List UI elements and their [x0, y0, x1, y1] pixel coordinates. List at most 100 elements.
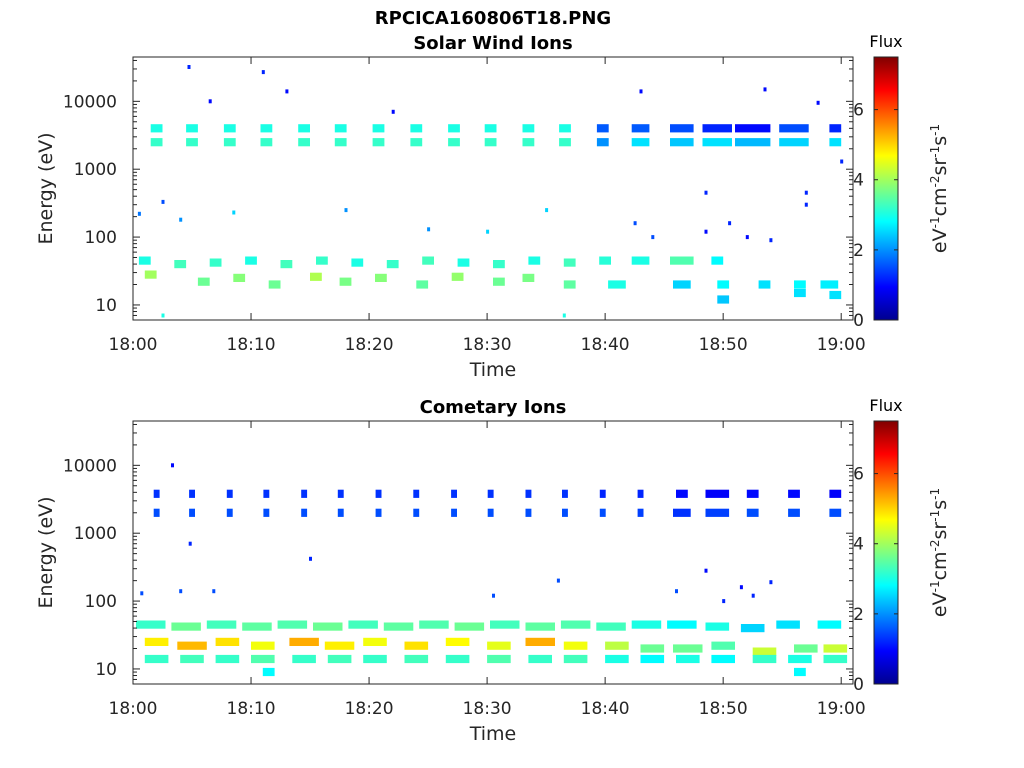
plot-area	[133, 421, 853, 684]
y-axis-label: Energy (eV)	[35, 496, 57, 608]
flux-cell	[334, 124, 347, 133]
flux-cell	[702, 138, 732, 147]
flux-cell	[451, 508, 457, 517]
flux-cell	[268, 280, 281, 289]
flux-cell	[327, 654, 352, 664]
flux-cell	[779, 138, 809, 147]
flux-cell	[413, 489, 420, 498]
flux-cell	[416, 280, 429, 289]
flux-cell	[233, 273, 246, 282]
flux-cell	[292, 654, 316, 664]
flux-cell	[386, 260, 399, 269]
x-tick-label: 19:00	[817, 335, 866, 355]
colorbar	[873, 420, 899, 685]
flux-cell	[410, 124, 423, 133]
x-tick-label: 18:00	[109, 335, 158, 355]
flux-cell	[667, 620, 697, 629]
flux-cell	[404, 641, 429, 650]
flux-cell	[448, 124, 460, 133]
figure-title: RPCICA160806T18.PNG	[375, 8, 611, 29]
flux-cell	[493, 260, 505, 269]
flux-point	[722, 599, 726, 604]
flux-point	[492, 593, 495, 598]
flux-cell	[522, 138, 535, 147]
flux-cell	[599, 256, 611, 265]
flux-point	[188, 541, 192, 546]
flux-cell	[788, 508, 800, 517]
flux-point	[309, 556, 312, 561]
flux-cell	[177, 641, 207, 650]
flux-cell	[242, 622, 272, 631]
flux-cell	[180, 654, 204, 664]
flux-cell	[735, 124, 771, 133]
flux-cell	[313, 622, 343, 631]
flux-cell	[599, 489, 606, 498]
flux-cell	[263, 489, 270, 498]
flux-cell	[280, 260, 293, 269]
flux-cell	[562, 508, 568, 517]
flux-point	[187, 65, 191, 69]
flux-point	[639, 89, 643, 94]
cometary-ions-panel: Cometary Ions 18:00 18:10 18:20 18:30 18:40 18…	[35, 396, 951, 745]
flux-cell	[487, 641, 511, 650]
flux-cell	[829, 124, 842, 133]
y-tick-label: 10	[95, 660, 117, 680]
flux-cell	[676, 489, 688, 498]
x-tick-label: 18:20	[345, 699, 394, 719]
flux-cell	[705, 622, 730, 631]
flux-cell	[673, 508, 691, 517]
x-tick-label: 18:50	[699, 699, 748, 719]
flux-cell	[605, 654, 629, 664]
flux-cells	[136, 463, 848, 677]
y-tick-label: 10	[95, 296, 117, 316]
flux-cell	[829, 508, 842, 517]
flux-cell	[413, 508, 420, 517]
flux-point	[704, 229, 708, 234]
flux-point	[769, 580, 773, 585]
x-tick-label: 18:40	[581, 699, 630, 719]
flux-cell	[174, 260, 187, 269]
flux-cell	[445, 637, 470, 646]
flux-cell	[150, 124, 163, 133]
flux-cell	[637, 508, 644, 517]
flux-cell	[794, 280, 806, 289]
flux-point	[427, 227, 431, 232]
flux-point	[208, 99, 212, 104]
flux-cell	[559, 138, 571, 147]
flux-cell	[144, 654, 169, 664]
flux-cell	[631, 620, 662, 629]
flux-cell	[563, 641, 588, 650]
flux-cell	[363, 654, 387, 664]
flux-point	[171, 463, 174, 468]
flux-cell	[758, 280, 771, 289]
flux-cell	[596, 138, 609, 147]
flux-cell	[605, 641, 629, 650]
panel-title: Cometary Ions	[420, 397, 567, 418]
flux-cell	[525, 508, 532, 517]
flux-cell	[150, 138, 163, 147]
flux-cell	[788, 489, 800, 498]
flux-point	[179, 217, 183, 222]
plot-area	[133, 57, 853, 320]
flux-point	[140, 591, 144, 596]
colorbar-tick-label: 0	[853, 675, 864, 695]
flux-cell	[226, 489, 233, 498]
colorbar-tick-label: 2	[853, 605, 864, 625]
colorbar-title: Flux	[869, 32, 902, 51]
flux-cell	[298, 124, 310, 133]
flux-cell	[251, 654, 275, 664]
flux-cell	[525, 622, 555, 631]
flux-cell	[260, 124, 273, 133]
flux-cell	[375, 508, 382, 517]
flux-point	[745, 235, 749, 240]
flux-cell	[186, 124, 198, 133]
flux-point	[212, 589, 216, 594]
flux-point	[344, 208, 348, 213]
flux-point	[763, 87, 767, 92]
colorbar-tick-label: 0	[853, 311, 864, 331]
flux-cell	[705, 508, 730, 517]
flux-cell	[410, 138, 423, 147]
axis-frame	[132, 420, 854, 685]
colorbar	[873, 56, 899, 321]
